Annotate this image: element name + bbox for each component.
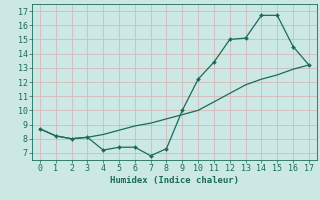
X-axis label: Humidex (Indice chaleur): Humidex (Indice chaleur) <box>110 176 239 185</box>
